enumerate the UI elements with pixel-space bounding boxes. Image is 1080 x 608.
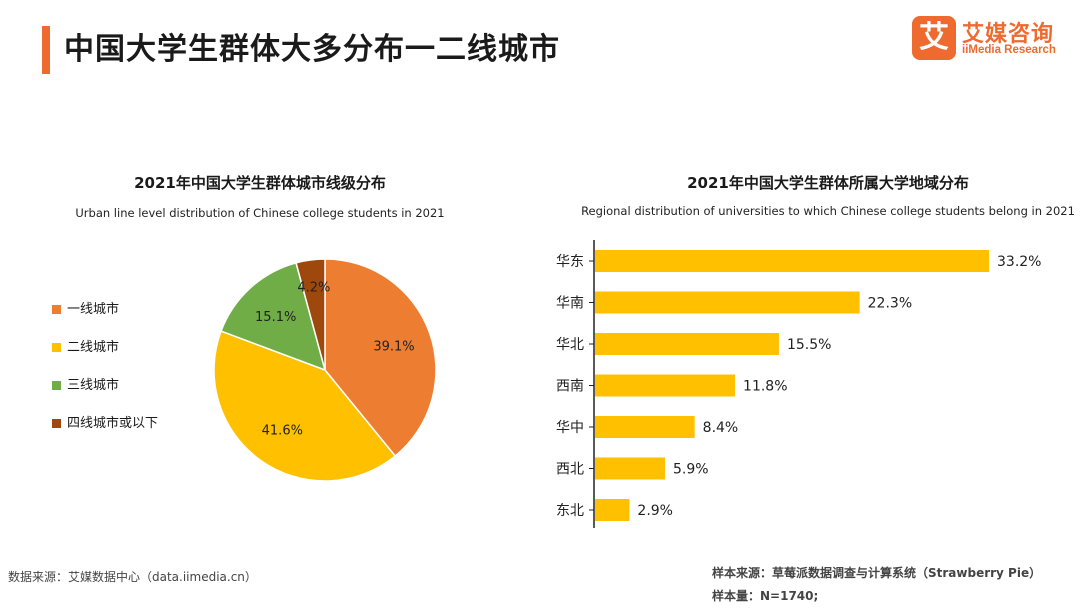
logo-name-en: iiMedia Research (962, 44, 1056, 56)
bar (595, 333, 779, 355)
legend-label: 二线城市 (67, 340, 120, 355)
pie-chart-subtitle: Urban line level distribution of Chinese… (75, 206, 445, 220)
pie-slice (213, 330, 397, 482)
bar-value-label: 8.4% (703, 420, 739, 436)
category-label: 华东 (556, 254, 584, 270)
logo-name-cn: 艾媒咨询 (962, 22, 1055, 47)
sample-size-note: 样本量：N=1740; (712, 589, 819, 603)
pie-slice-label: 15.1% (255, 310, 296, 325)
category-label: 西北 (556, 462, 584, 478)
category-label: 华中 (556, 420, 584, 436)
pie-slice (220, 261, 327, 372)
bar-chart-title: 2021年中国大学生群体所属大学地域分布 (687, 174, 969, 192)
bar-value-label: 11.8% (743, 379, 787, 395)
bar (595, 457, 666, 480)
legend-swatch (52, 343, 61, 352)
pie-chart: 39.1% 41.6% 15.1%4.2% (213, 258, 437, 482)
pie-slice-label: 4.2% (297, 280, 330, 295)
category-label: 东北 (556, 503, 584, 519)
category-label: 西南 (556, 379, 584, 395)
legend-swatch (52, 419, 61, 428)
bar (595, 250, 989, 272)
bar-value-label: 2.9% (637, 503, 673, 519)
bar-chart: 华东 33.2% 华南 22.3% 华北 15.5% 西南 11.8% 华中 8.4% 西北 5.9%… (556, 240, 1041, 528)
pie-slice (295, 258, 326, 371)
brand-logo[interactable]: 艾 艾媒咨询 iiMedia Research (912, 16, 1062, 62)
pie-slice (324, 258, 437, 458)
pie-slice-label: 39.1% (373, 339, 414, 354)
legend-swatch (52, 381, 61, 390)
legend-label: 三线城市 (67, 378, 120, 393)
pie-slice-label: 41.6% (262, 424, 303, 439)
bar (595, 291, 860, 314)
bar-value-label: 33.2% (997, 254, 1041, 270)
logo-icon: 艾 (912, 16, 956, 60)
legend-swatch (52, 305, 61, 314)
bar-value-label: 5.9% (673, 462, 709, 478)
pie-chart-title: 2021年中国大学生群体城市线级分布 (134, 174, 386, 192)
page-title: 中国大学生群体大多分布一二线城市 (64, 32, 560, 67)
data-source-note: 数据来源：艾媒数据中心（data.iimedia.cn） (8, 570, 257, 584)
legend-label: 一线城市 (67, 302, 120, 317)
bar (595, 374, 736, 397)
bar-value-label: 15.5% (787, 337, 831, 353)
bar-value-label: 22.3% (868, 296, 912, 312)
bar (595, 499, 630, 521)
bar-chart-subtitle: Regional distribution of universities to… (581, 204, 1075, 218)
category-label: 华北 (556, 337, 584, 353)
title-accent-bar (42, 26, 50, 74)
bar (595, 416, 695, 438)
sample-source-note: 样本来源：草莓派数据调查与计算系统（Strawberry Pie） (712, 566, 1042, 580)
legend-label: 四线城市或以下 (67, 416, 159, 431)
category-label: 华南 (556, 296, 584, 312)
